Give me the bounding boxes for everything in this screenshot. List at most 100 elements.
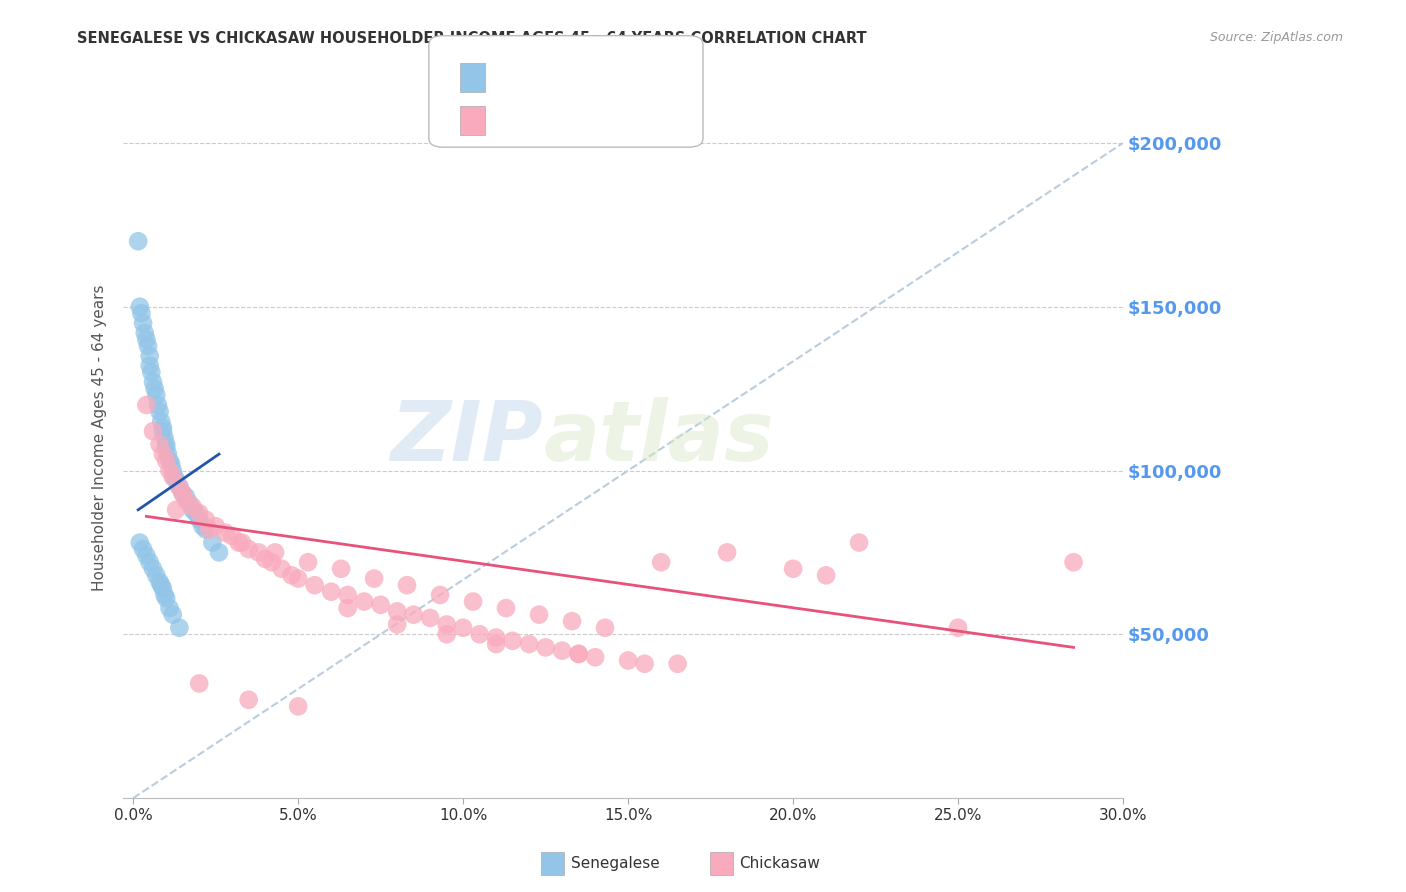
- Point: [260, 555, 283, 569]
- Point: [280, 568, 302, 582]
- Point: [142, 424, 165, 438]
- Point: [153, 588, 176, 602]
- Point: [402, 607, 425, 622]
- Text: N = 74: N = 74: [588, 112, 650, 129]
- Point: [152, 447, 174, 461]
- Point: [451, 621, 474, 635]
- Point: [385, 604, 408, 618]
- Point: [149, 404, 172, 418]
- Point: [534, 640, 557, 655]
- Point: [330, 562, 353, 576]
- Point: [429, 588, 451, 602]
- Point: [247, 545, 270, 559]
- Point: [136, 339, 159, 353]
- Point: [194, 523, 217, 537]
- Point: [162, 607, 184, 622]
- Text: Source: ZipAtlas.com: Source: ZipAtlas.com: [1209, 31, 1343, 45]
- Point: [228, 535, 250, 549]
- Point: [145, 568, 167, 582]
- Point: [149, 574, 172, 589]
- Text: R =: R =: [495, 70, 529, 85]
- Point: [134, 326, 156, 340]
- Point: [169, 621, 191, 635]
- Y-axis label: Householder Income Ages 45 - 64 years: Householder Income Ages 45 - 64 years: [93, 285, 107, 591]
- Point: [162, 463, 184, 477]
- Point: [468, 627, 491, 641]
- Point: [848, 535, 870, 549]
- Point: [198, 523, 221, 537]
- Point: [138, 359, 160, 373]
- Point: [155, 591, 177, 606]
- Point: [174, 493, 197, 508]
- Point: [188, 506, 211, 520]
- Point: [152, 421, 174, 435]
- Text: N = 52: N = 52: [579, 69, 641, 87]
- Point: [396, 578, 419, 592]
- Point: [633, 657, 655, 671]
- Text: R =: R =: [495, 113, 529, 128]
- Point: [208, 545, 231, 559]
- Point: [221, 529, 243, 543]
- Point: [666, 657, 689, 671]
- Point: [568, 647, 591, 661]
- Point: [131, 306, 153, 320]
- Point: [150, 578, 173, 592]
- Point: [485, 637, 508, 651]
- Point: [156, 447, 179, 461]
- Point: [172, 486, 194, 500]
- Point: [155, 453, 177, 467]
- Point: [150, 414, 173, 428]
- Point: [270, 562, 292, 576]
- Text: atlas: atlas: [543, 397, 773, 478]
- Text: Senegalese: Senegalese: [571, 856, 659, 871]
- Point: [502, 633, 524, 648]
- Point: [162, 470, 184, 484]
- Point: [160, 457, 183, 471]
- Point: [353, 594, 375, 608]
- Point: [201, 535, 224, 549]
- Point: [165, 473, 187, 487]
- Point: [135, 333, 157, 347]
- Point: [169, 480, 191, 494]
- Point: [179, 496, 201, 510]
- Point: [143, 382, 166, 396]
- Point: [419, 611, 441, 625]
- Text: ZIP: ZIP: [391, 397, 543, 478]
- Point: [172, 486, 194, 500]
- Point: [517, 637, 540, 651]
- Point: [153, 431, 176, 445]
- Point: [561, 614, 583, 628]
- Point: [485, 631, 508, 645]
- Point: [238, 542, 260, 557]
- Point: [946, 621, 969, 635]
- Point: [370, 598, 392, 612]
- Point: [135, 549, 157, 563]
- Point: [127, 234, 149, 248]
- Point: [231, 535, 253, 549]
- Point: [461, 594, 484, 608]
- Point: [363, 572, 385, 586]
- Point: [716, 545, 738, 559]
- Point: [165, 503, 187, 517]
- Point: [304, 578, 326, 592]
- Point: [188, 513, 211, 527]
- Point: [336, 588, 359, 602]
- Point: [174, 490, 197, 504]
- Point: [159, 453, 181, 467]
- Point: [254, 552, 277, 566]
- Point: [128, 300, 150, 314]
- Text: SENEGALESE VS CHICKASAW HOUSEHOLDER INCOME AGES 45 - 64 YEARS CORRELATION CHART: SENEGALESE VS CHICKASAW HOUSEHOLDER INCO…: [77, 31, 868, 46]
- Point: [142, 375, 165, 389]
- Point: [146, 398, 169, 412]
- Point: [181, 503, 204, 517]
- Text: Chickasaw: Chickasaw: [740, 856, 821, 871]
- Text: 0.178: 0.178: [523, 69, 575, 87]
- Point: [181, 500, 204, 514]
- Point: [1063, 555, 1085, 569]
- Point: [128, 535, 150, 549]
- Point: [132, 316, 155, 330]
- Point: [191, 519, 214, 533]
- Point: [568, 647, 591, 661]
- Point: [204, 519, 226, 533]
- Point: [551, 643, 574, 657]
